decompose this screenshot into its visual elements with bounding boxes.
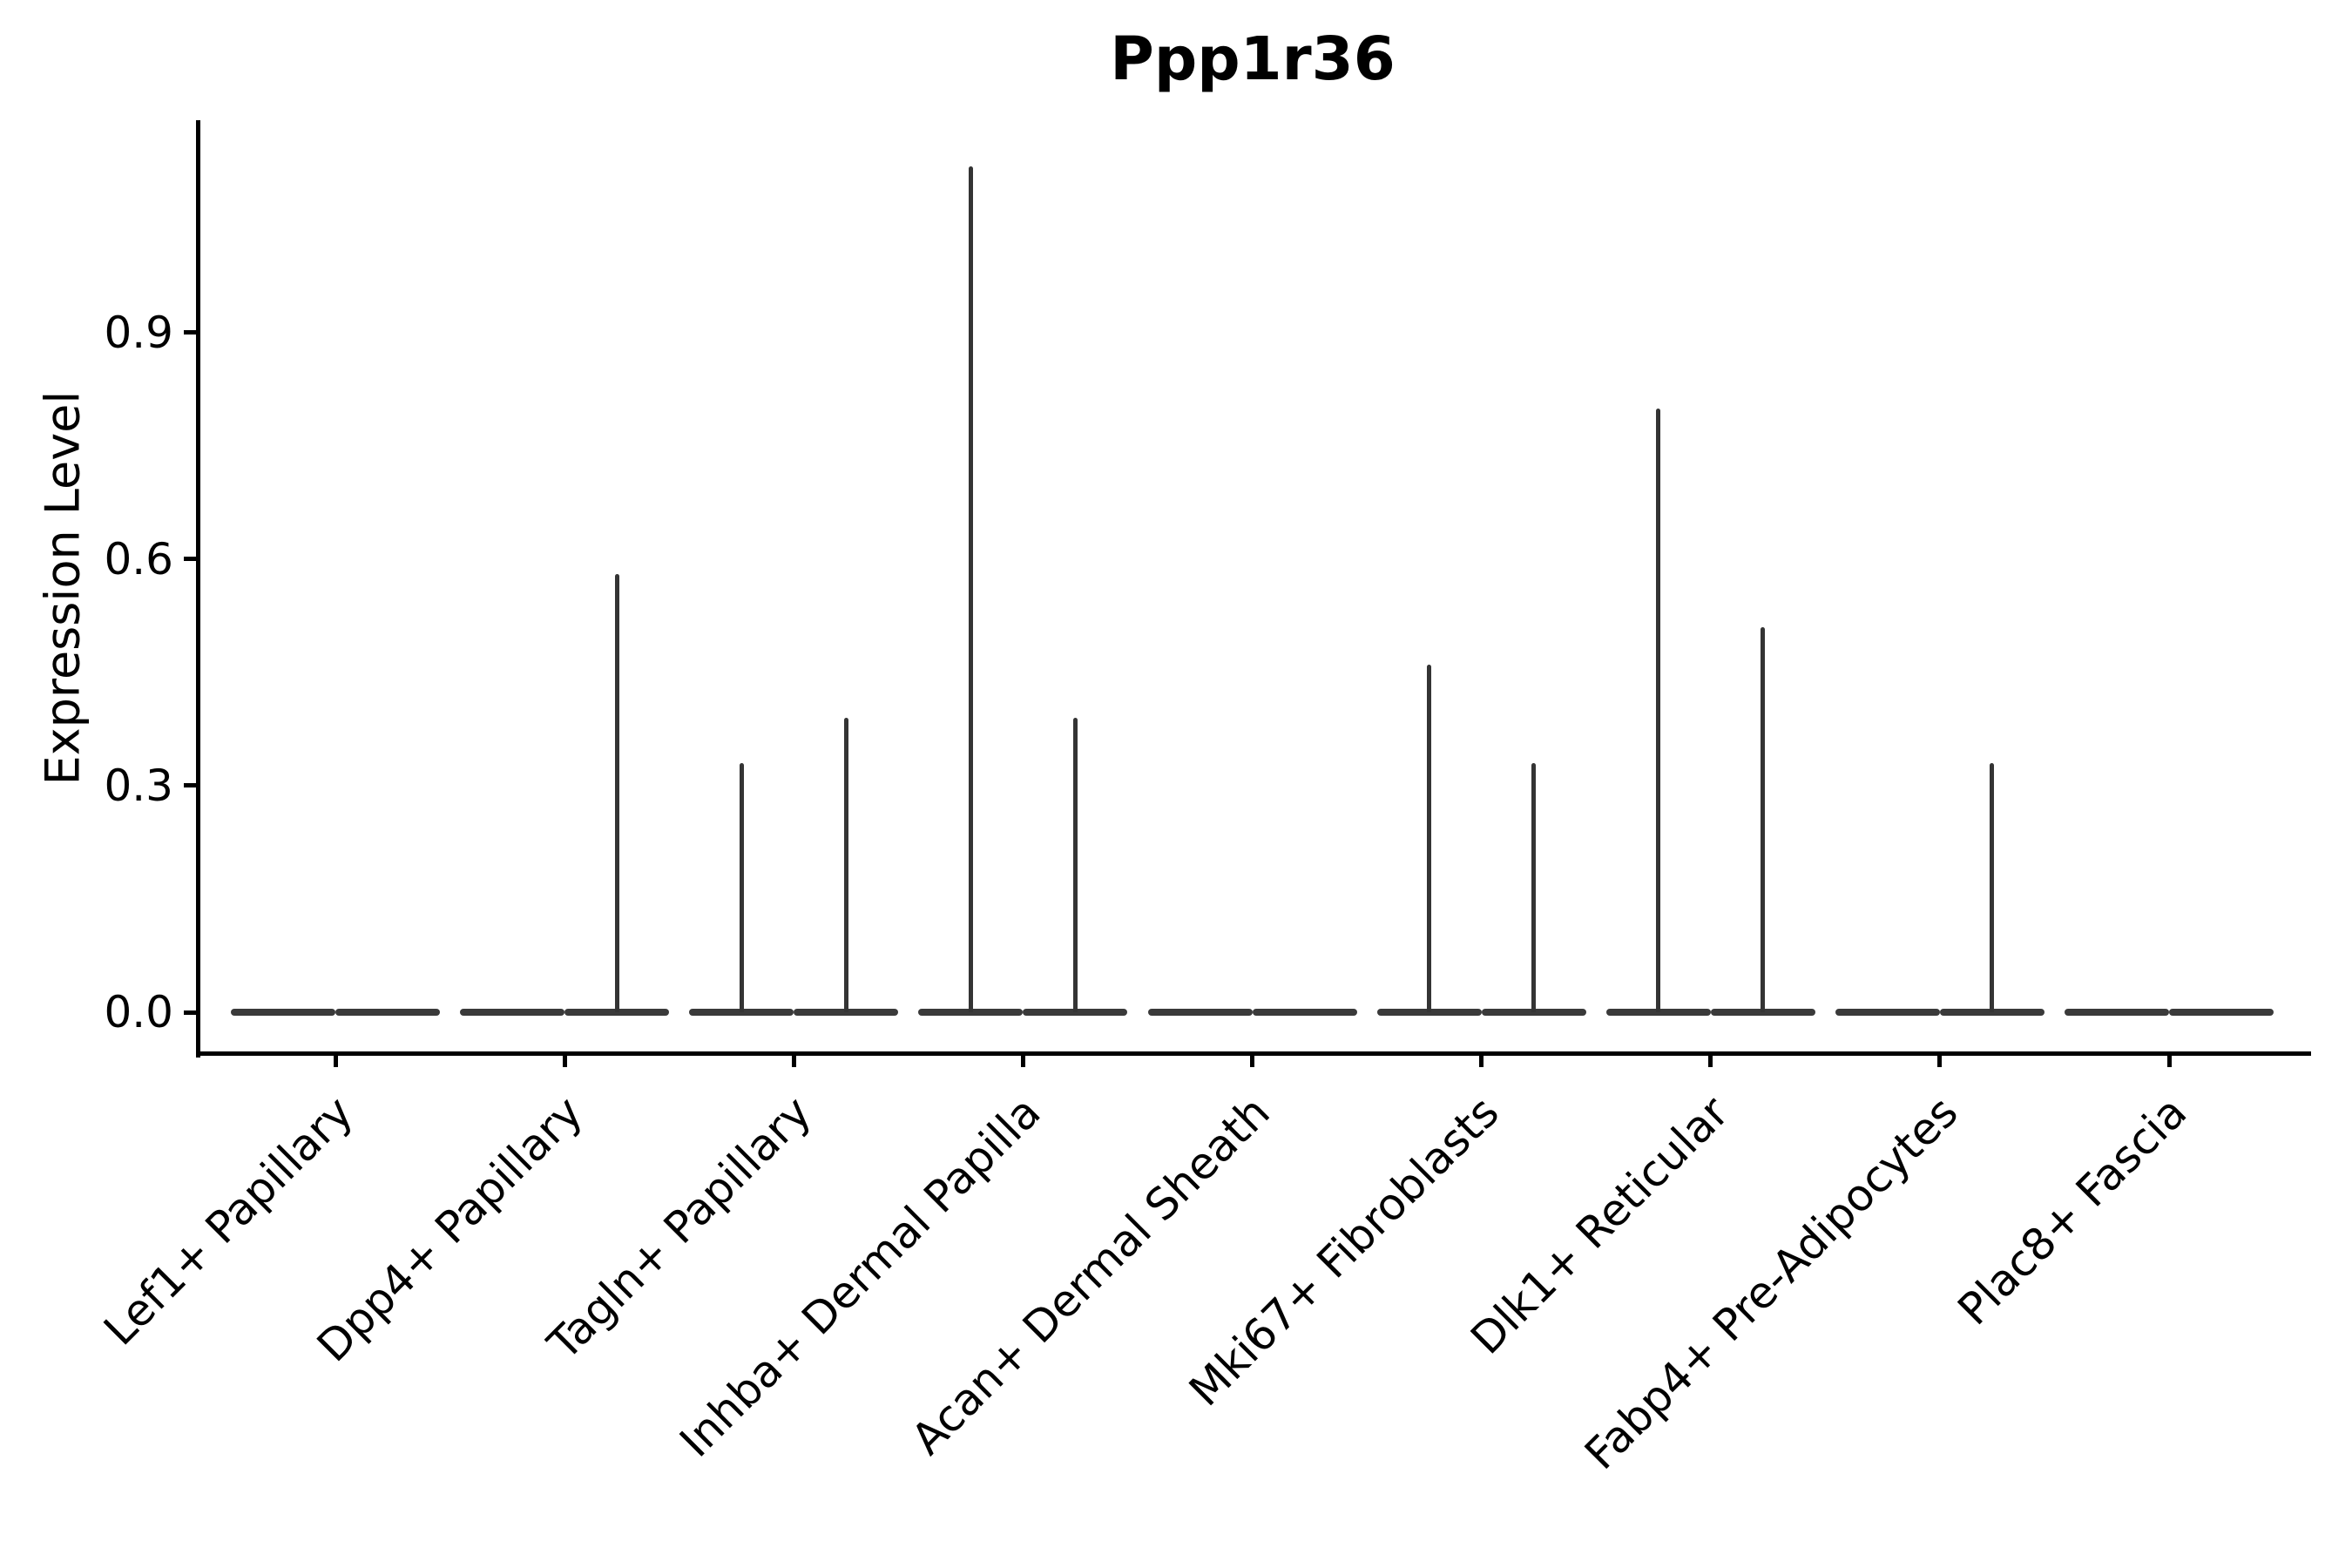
y-tick-label: 0.3 <box>104 760 173 811</box>
y-tick-label: 0.6 <box>104 533 173 585</box>
y-tick-mark <box>184 330 196 335</box>
violin <box>1939 1009 2044 1016</box>
y-tick-label: 0.0 <box>104 987 173 1037</box>
violin-max-spike <box>843 717 848 1012</box>
violin <box>1710 1009 1815 1016</box>
y-tick-mark <box>184 783 196 788</box>
chart-title: Ppp1r36 <box>1110 24 1396 94</box>
x-tick-mark <box>562 1055 567 1067</box>
x-tick-mark <box>1020 1055 1025 1067</box>
violin <box>918 1009 1024 1016</box>
violin-max-spike <box>1990 762 1995 1012</box>
violin-max-spike <box>614 574 619 1012</box>
violin <box>1023 1009 1128 1016</box>
violin <box>1376 1009 1482 1016</box>
y-axis-spine <box>196 120 200 1058</box>
x-tick-mark <box>1708 1055 1713 1067</box>
x-tick-mark <box>1250 1055 1254 1067</box>
violin <box>794 1009 899 1016</box>
violin <box>2169 1009 2274 1016</box>
violin <box>1147 1009 1253 1016</box>
violin-max-spike <box>739 762 744 1012</box>
x-tick-mark <box>791 1055 796 1067</box>
violin-max-spike <box>1427 665 1432 1012</box>
x-axis-spine <box>196 1051 2311 1056</box>
violin <box>460 1009 565 1016</box>
violin <box>1835 1009 1940 1016</box>
y-tick-mark <box>184 1010 196 1015</box>
x-tick-mark <box>333 1055 338 1067</box>
y-axis-label: Expression Level <box>35 390 91 786</box>
violin <box>1252 1009 1357 1016</box>
x-tick-label: Fabp4+ Pre-Adipocytes <box>1574 1086 1968 1480</box>
violin-max-spike <box>1072 717 1078 1012</box>
x-tick-label: Plac8+ Fascia <box>1948 1086 2197 1335</box>
violin-max-spike <box>1656 408 1661 1012</box>
x-tick-label: Lef1+ Papillary <box>94 1086 363 1355</box>
violin-max-spike <box>1531 762 1537 1012</box>
violin <box>231 1009 335 1016</box>
y-tick-mark <box>184 557 196 562</box>
x-tick-mark <box>1937 1055 1943 1067</box>
violin <box>1605 1009 1711 1016</box>
violin <box>2065 1009 2169 1016</box>
violin <box>1481 1009 1586 1016</box>
violin <box>564 1009 670 1016</box>
violin-max-spike <box>968 166 973 1012</box>
violin <box>689 1009 794 1016</box>
violin <box>335 1009 440 1016</box>
violin-max-spike <box>1761 626 1766 1012</box>
y-tick-label: 0.9 <box>104 307 173 358</box>
x-tick-mark <box>1479 1055 1484 1067</box>
x-tick-mark <box>2166 1055 2172 1067</box>
